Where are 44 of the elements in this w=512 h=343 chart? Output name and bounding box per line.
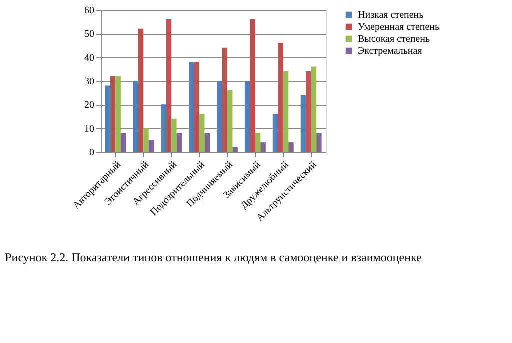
bar — [161, 104, 166, 152]
y-tick-label: 0 — [90, 148, 94, 158]
bar — [148, 140, 154, 152]
bar — [255, 133, 261, 152]
legend-label: Низкая степень — [358, 10, 424, 21]
bar — [194, 62, 200, 152]
bar — [176, 133, 182, 152]
legend-label: Умеренная степень — [358, 22, 440, 33]
bar — [189, 62, 194, 152]
legend-label: Экстремальная — [358, 46, 423, 57]
bar — [166, 19, 172, 152]
bar — [138, 28, 144, 152]
bar — [244, 81, 250, 152]
y-tick-label: 10 — [84, 124, 94, 135]
text: Рисунок 2.2. Показатели типов отношения к людям в самооценке и взаимооценке — [5, 250, 422, 265]
bar — [278, 43, 284, 152]
bar — [250, 19, 256, 152]
bar — [110, 76, 116, 152]
y-tick-label: 40 — [84, 52, 94, 64]
y-tick-label: 60 — [84, 6, 94, 16]
bar — [144, 128, 149, 152]
legend-label: Высокая степень — [358, 34, 430, 45]
bar — [105, 86, 110, 152]
bar — [306, 72, 312, 152]
y-tick-label: 30 — [84, 76, 94, 88]
bar — [272, 114, 278, 152]
bar — [116, 76, 121, 152]
bar — [216, 81, 222, 152]
y-tick-label: 20 — [84, 100, 94, 112]
bar — [133, 81, 138, 152]
bar — [204, 133, 210, 152]
bar — [311, 66, 317, 152]
bar — [300, 95, 306, 152]
bar — [232, 147, 238, 152]
bar — [172, 118, 177, 152]
y-tick-label: 50 — [84, 29, 94, 40]
bar — [283, 72, 289, 152]
bar — [316, 133, 322, 152]
bar — [227, 90, 233, 152]
bar — [120, 133, 126, 152]
bar — [222, 48, 228, 152]
bar — [288, 142, 294, 152]
bar — [200, 114, 205, 152]
bar — [260, 142, 266, 152]
